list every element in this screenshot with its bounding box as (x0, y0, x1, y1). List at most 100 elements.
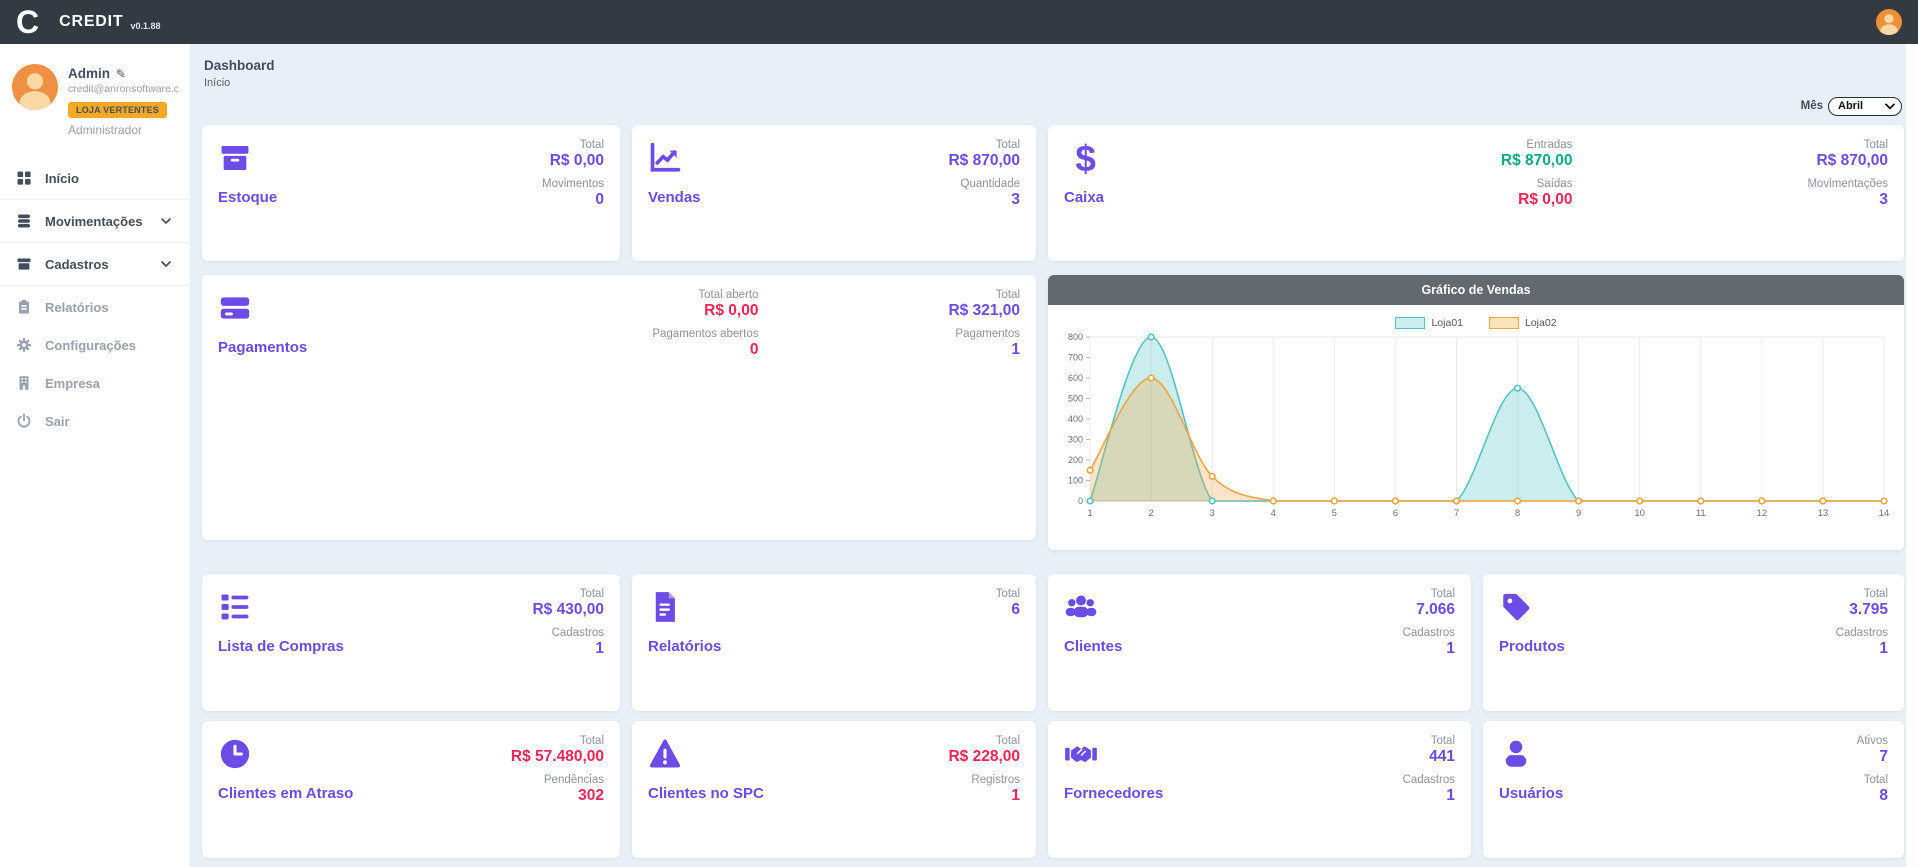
user-name: Admin (68, 66, 110, 81)
month-select-pill[interactable]: Abril (1828, 97, 1902, 116)
main-content: Dashboard Início Mês Abril Estoque (190, 44, 1918, 867)
sidebar-menu: Início Movimentações Cadastros Relatório… (0, 159, 190, 440)
svg-text:100: 100 (1068, 476, 1083, 486)
chart-title: Gráfico de Vendas (1048, 275, 1904, 305)
card-clientes[interactable]: Clientes Total 7.066 Cadastros 1 (1048, 574, 1471, 711)
sidebar-item-empresa[interactable]: Empresa (0, 364, 190, 402)
card-clientes-no-spc[interactable]: Clientes no SPC Total R$ 228,00 Registro… (632, 721, 1036, 858)
svg-text:200: 200 (1068, 455, 1083, 465)
card-title: Caixa (1064, 189, 1104, 206)
card-fornecedores[interactable]: Fornecedores Total 441 Cadastros 1 (1048, 721, 1471, 858)
card-title: Clientes (1064, 638, 1122, 655)
sidebar-item-sair[interactable]: Sair (0, 402, 190, 440)
tag-icon (1499, 590, 1535, 626)
scrollbar-track[interactable] (1906, 44, 1918, 867)
person-icon (12, 64, 58, 110)
divider (0, 242, 190, 243)
sidebar-item-label: Cadastros (45, 257, 109, 272)
stat: Total R$ 321,00 (948, 289, 1020, 321)
card-title: Relatórios (648, 638, 721, 655)
card-relatorios[interactable]: Relatórios Total 6 (632, 574, 1036, 711)
box-icon (218, 141, 254, 177)
warning-icon (648, 737, 684, 773)
breadcrumb: Início (204, 77, 1902, 89)
stat: Total 6 (996, 588, 1020, 620)
sidebar-item-relatorios[interactable]: Relatórios (0, 288, 190, 326)
handshake-icon (1064, 737, 1100, 773)
legend-label: Loja02 (1525, 317, 1557, 329)
svg-text:13: 13 (1818, 508, 1829, 519)
card-produtos[interactable]: Produtos Total 3.795 Cadastros 1 (1483, 574, 1904, 711)
card-estoque[interactable]: Estoque Total R$ 0,00 Movimentos 0 (202, 125, 620, 261)
dollar-icon: $ (1064, 141, 1100, 177)
card-vendas[interactable]: Vendas Total R$ 870,00 Quantidade 3 (632, 125, 1036, 261)
month-label: Mês (1801, 100, 1823, 112)
svg-text:300: 300 (1068, 435, 1083, 445)
card-title: Produtos (1499, 638, 1565, 655)
sidebar-item-label: Movimentações (45, 214, 143, 229)
chevron-down-icon (158, 217, 174, 225)
stat: Cadastros 1 (1403, 627, 1455, 659)
svg-text:7: 7 (1454, 508, 1459, 519)
sales-chart: 0100200300400500600700800123456789101112… (1060, 331, 1892, 529)
database-icon (16, 213, 32, 229)
svg-text:600: 600 (1068, 373, 1083, 383)
sidebar-item-inicio[interactable]: Início (0, 159, 190, 197)
card-title: Fornecedores (1064, 785, 1163, 802)
stat: Total R$ 870,00 (1807, 139, 1888, 171)
divider (0, 199, 190, 200)
legend-swatch (1489, 317, 1519, 329)
card-usuarios[interactable]: Usuários Ativos 7 Total 8 (1483, 721, 1904, 858)
stat: Total R$ 870,00 (948, 139, 1020, 171)
month-select[interactable]: Abril (1829, 100, 1901, 112)
card-title: Usuários (1499, 785, 1563, 802)
svg-text:700: 700 (1068, 353, 1083, 363)
svg-text:11: 11 (1696, 508, 1706, 519)
card-caixa[interactable]: $ Caixa Entradas R$ 870,00 Saídas (1048, 125, 1904, 261)
card-clientes-em-atraso[interactable]: Clientes em Atraso Total R$ 57.480,00 Pe… (202, 721, 620, 858)
legend-item[interactable]: Loja01 (1395, 317, 1463, 329)
sidebar-item-label: Empresa (45, 376, 100, 391)
card-title: Lista de Compras (218, 638, 344, 655)
svg-text:$: $ (1075, 141, 1095, 175)
credit-card-icon (218, 291, 254, 327)
building-icon (16, 375, 32, 391)
person-icon (1876, 9, 1902, 35)
stat: Cadastros 1 (1403, 774, 1455, 806)
legend-item[interactable]: Loja02 (1489, 317, 1557, 329)
edit-profile-icon[interactable]: ✎ (116, 67, 126, 81)
svg-text:6: 6 (1393, 508, 1398, 519)
stat: Pendências 302 (511, 774, 604, 806)
stat: Total R$ 0,00 (542, 139, 604, 171)
sidebar-item-label: Configurações (45, 338, 136, 353)
sidebar-item-movimentacoes[interactable]: Movimentações (0, 202, 190, 240)
svg-text:2: 2 (1148, 508, 1153, 519)
stat: Pagamentos 1 (948, 328, 1020, 360)
grid-icon (16, 170, 32, 186)
card-lista-de-compras[interactable]: Lista de Compras Total R$ 430,00 Cadastr… (202, 574, 620, 711)
sidebar: Admin ✎ credit@anronsoftware.co... LOJA … (0, 44, 190, 867)
stat: Movimentos 0 (542, 178, 604, 210)
page-title: Dashboard (204, 58, 1902, 73)
svg-text:800: 800 (1068, 332, 1083, 342)
file-icon (648, 590, 684, 626)
svg-text:0: 0 (1078, 496, 1083, 506)
user-avatar[interactable] (1876, 9, 1902, 35)
sidebar-item-configuracoes[interactable]: Configurações (0, 326, 190, 364)
card-title: Estoque (218, 189, 277, 206)
card-pagamentos[interactable]: Pagamentos Total aberto R$ 0,00 Pagament… (202, 275, 1036, 540)
stat: Quantidade 3 (948, 178, 1020, 210)
stat: Total aberto R$ 0,00 (652, 289, 758, 321)
svg-text:5: 5 (1332, 508, 1337, 519)
profile-avatar[interactable] (12, 64, 58, 110)
stat: Registros 1 (948, 774, 1020, 806)
stat: Total 7.066 (1403, 588, 1455, 620)
stat: Saídas R$ 0,00 (1501, 178, 1573, 210)
brand-name: CREDIT (59, 13, 123, 31)
gear-icon (16, 337, 32, 353)
stat: Cadastros 1 (1836, 627, 1888, 659)
svg-text:12: 12 (1757, 508, 1768, 519)
sidebar-item-cadastros[interactable]: Cadastros (0, 245, 190, 283)
app-version: v0.1.88 (130, 21, 160, 31)
stat: Total R$ 228,00 (948, 735, 1020, 767)
